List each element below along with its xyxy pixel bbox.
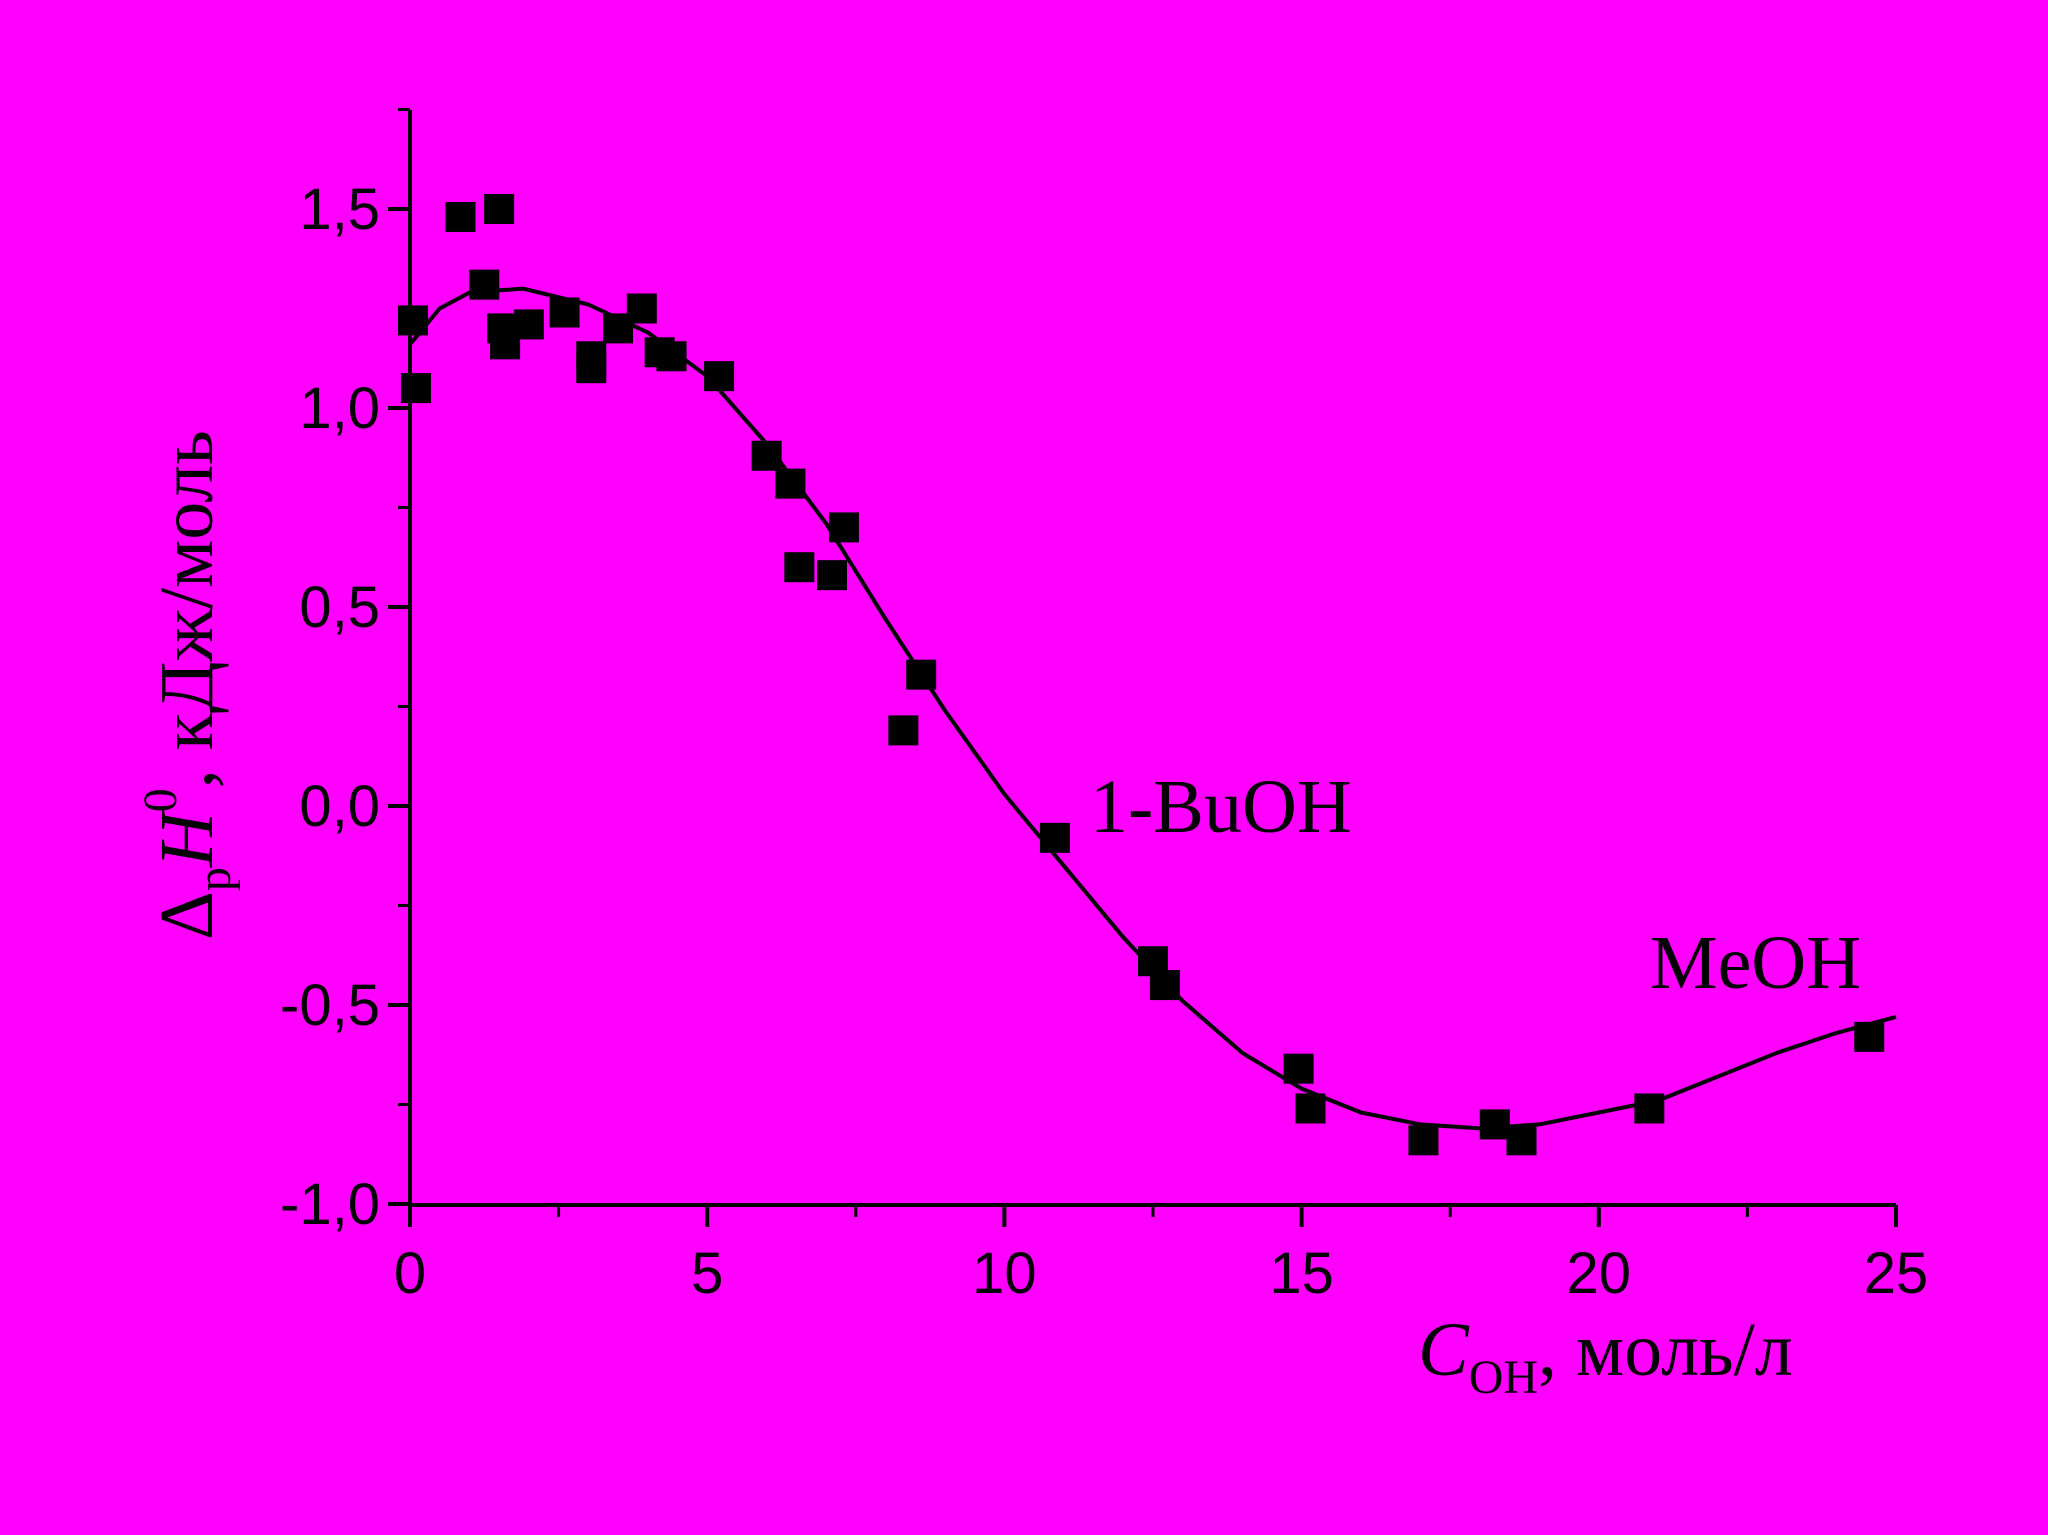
annotation-meoh: MeOH bbox=[1650, 921, 1861, 1005]
data-point bbox=[549, 297, 580, 328]
data-point bbox=[1295, 1093, 1326, 1124]
y-label-sub: р bbox=[188, 867, 241, 891]
x-label-subscript: OH bbox=[1469, 1351, 1538, 1404]
y-tick-label: 1,5 bbox=[299, 177, 380, 242]
x-tick-label: 10 bbox=[972, 1241, 1037, 1306]
y-tick-label: 1,0 bbox=[299, 376, 380, 441]
data-point bbox=[751, 440, 782, 471]
y-label-delta: Δ bbox=[145, 891, 229, 940]
data-point bbox=[784, 552, 815, 583]
x-tick-label: 15 bbox=[1269, 1241, 1334, 1306]
annotation-1-buoh: 1-BuOH bbox=[1090, 765, 1352, 849]
data-point bbox=[1634, 1093, 1665, 1124]
x-tick-label: 5 bbox=[691, 1241, 723, 1306]
x-label-unit: , моль/л bbox=[1538, 1308, 1793, 1392]
data-points bbox=[397, 194, 1885, 1156]
y-tick-label: -0,5 bbox=[280, 973, 380, 1038]
y-label-unit: , кДж/моль bbox=[145, 430, 229, 788]
data-point bbox=[1506, 1125, 1537, 1156]
x-tick-label: 25 bbox=[1864, 1241, 1929, 1306]
data-point bbox=[626, 293, 657, 324]
data-point bbox=[817, 560, 848, 591]
data-point bbox=[656, 341, 687, 372]
data-point bbox=[1854, 1021, 1885, 1052]
data-point bbox=[906, 659, 937, 690]
data-point bbox=[400, 373, 431, 404]
data-point bbox=[445, 201, 476, 232]
x-tick-label: 20 bbox=[1567, 1241, 1632, 1306]
data-point bbox=[704, 361, 735, 392]
x-axis-label: COH, моль/л bbox=[1418, 1308, 1793, 1404]
data-point bbox=[576, 353, 607, 384]
y-tick-label: 0,0 bbox=[299, 774, 380, 839]
y-label-sup: 0 bbox=[134, 788, 187, 812]
x-tick-label: 0 bbox=[394, 1241, 426, 1306]
data-point bbox=[1283, 1053, 1314, 1084]
data-point bbox=[1479, 1109, 1510, 1140]
data-point bbox=[888, 715, 919, 746]
data-point bbox=[469, 269, 500, 300]
data-point bbox=[1408, 1125, 1439, 1156]
data-point bbox=[513, 309, 544, 340]
data-point bbox=[484, 194, 515, 224]
data-point bbox=[828, 512, 859, 543]
y-label-symbol: H bbox=[145, 808, 229, 868]
data-point bbox=[1039, 822, 1070, 853]
data-point bbox=[1149, 970, 1180, 1001]
x-label-symbol: C bbox=[1418, 1308, 1470, 1392]
y-tick-label: 0,5 bbox=[299, 575, 380, 640]
data-point bbox=[397, 305, 428, 336]
axes: 0 5 10 15 20 25 -1,0 -0,5 0,0 0,5 1,0 1,5 bbox=[280, 108, 1929, 1306]
y-axis-label: ΔрH0, кДж/моль bbox=[134, 430, 241, 940]
data-point bbox=[775, 468, 806, 499]
y-tick-label: -1,0 bbox=[280, 1172, 380, 1237]
